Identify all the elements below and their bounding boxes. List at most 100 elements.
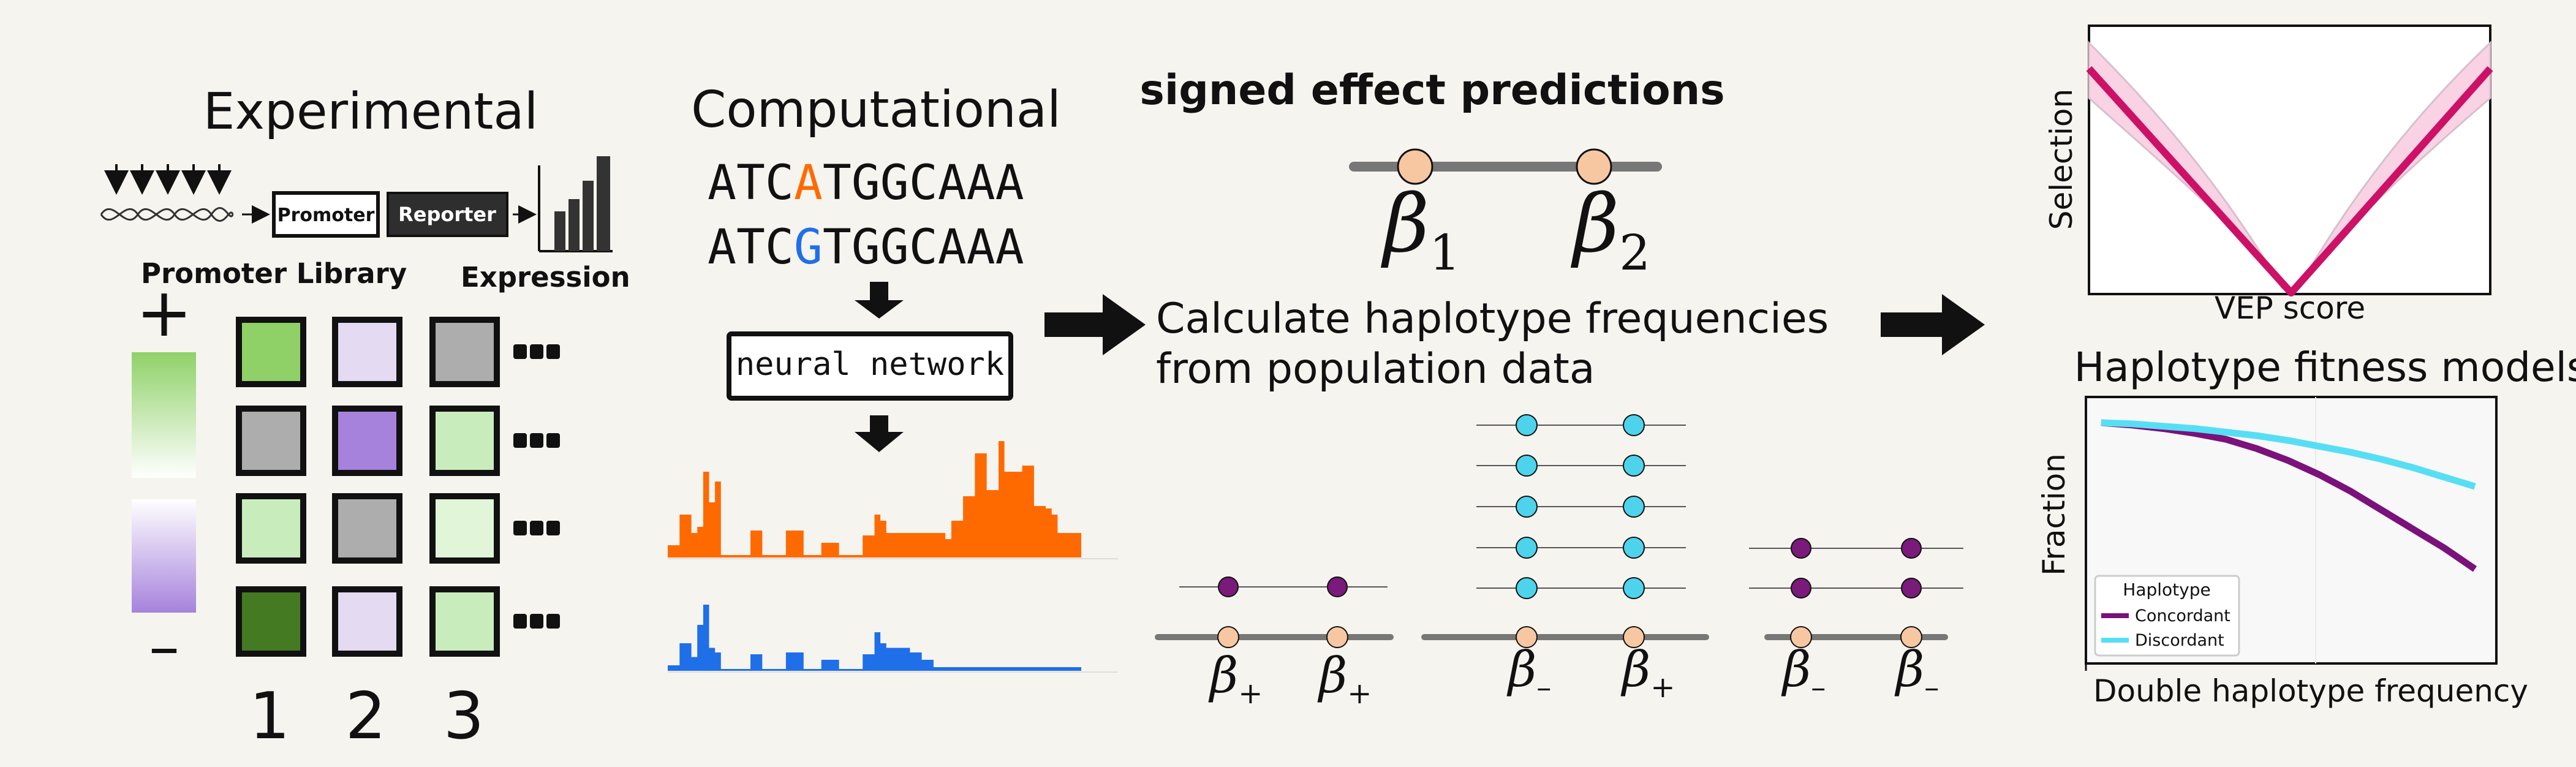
beta-plus-label-b: β+	[1317, 647, 1372, 711]
promoter-grid	[236, 317, 560, 657]
reference-sequence: ATCATGGCAAA	[708, 156, 1024, 211]
ellipsis-dot	[513, 344, 527, 359]
ellipsis-dot	[546, 614, 560, 629]
selection-xlabel: VEP score	[2215, 290, 2365, 326]
alternate-base: G	[794, 220, 823, 275]
experimental-title: Experimental	[203, 83, 538, 141]
promoter-box	[272, 191, 380, 238]
expression-label: Expression	[461, 261, 630, 293]
positive-scale	[132, 352, 196, 478]
selection-line	[2086, 66, 2493, 297]
mutation-arrows	[104, 164, 232, 195]
cyan-bead	[1623, 496, 1645, 518]
experimental-panel: Experimental Promoter Reporter	[100, 83, 630, 754]
cyan-bead	[1623, 577, 1645, 599]
fitness-xlabel: Double haplotype frequency	[2093, 673, 2528, 709]
legend-discordant: Discordant	[2135, 631, 2224, 650]
ellipsis-dot	[530, 521, 543, 535]
fitness-ylabel: Fraction	[2036, 453, 2072, 576]
arrow-down-icon	[855, 282, 904, 319]
promoter-label: Promoter	[278, 205, 375, 226]
library-cell	[236, 493, 306, 564]
fitness-series	[2101, 419, 2477, 572]
neural-network-label: neural network	[736, 346, 1004, 383]
haplotype-group-concordant-plus: β+ β+	[1155, 576, 1394, 711]
dna-helix-icon	[100, 207, 234, 222]
alternate-sequence: ATCGTGGCAAA	[708, 220, 1024, 275]
ellipsis-dot	[530, 344, 543, 359]
neural-network-box	[727, 331, 1013, 401]
reference-track	[668, 441, 1118, 559]
big-arrow-2	[1881, 294, 1985, 355]
promoter-library-label: Promoter Library	[141, 257, 407, 290]
beta-plus-label-a: β+	[1208, 647, 1263, 711]
ellipsis-dot	[513, 433, 527, 448]
ellipsis-dot	[546, 344, 560, 359]
beta1-bead	[1397, 148, 1433, 185]
cyan-bead	[1516, 577, 1538, 599]
plus-sign: +	[136, 273, 192, 352]
beta-1-label: β1	[1380, 177, 1460, 281]
library-cell	[429, 406, 500, 476]
selection-ylabel: Selection	[2044, 89, 2079, 230]
cyan-bead	[1623, 414, 1645, 436]
library-cell	[236, 317, 306, 387]
library-cell	[236, 586, 306, 657]
beta-2-label: β2	[1570, 177, 1650, 281]
track-signal	[668, 441, 1081, 557]
calculate-text-line1: Calculate haplotype frequencies	[1156, 295, 1829, 343]
column-number-3: 3	[444, 679, 485, 754]
haplotype-group-concordant-minus: β– β–	[1749, 538, 1963, 705]
alternate-track	[668, 605, 1118, 673]
signed-effect-panel: signed effect predictions β1 β2 Calculat…	[1139, 66, 1963, 711]
library-cell	[332, 317, 402, 387]
library-cell	[332, 586, 402, 657]
fitness-chart: Haplotype fitness models Haplotype Conco…	[2036, 344, 2576, 709]
computational-panel: Computational ATCATGGCAAA ATCGTGGCAAA ne…	[668, 81, 1118, 673]
beta-minus-label-a: β–	[1506, 641, 1551, 705]
ellipsis-dot	[513, 614, 527, 629]
selection-plot-frame	[2088, 25, 2491, 295]
library-cell	[332, 493, 402, 564]
library-cell	[429, 493, 500, 564]
cyan-bead	[1516, 414, 1538, 436]
ellipsis-dot	[546, 433, 560, 448]
library-cell	[332, 406, 402, 476]
signed-effect-title: signed effect predictions	[1139, 66, 1724, 115]
library-cell	[429, 317, 500, 387]
cyan-bead	[1623, 537, 1645, 559]
ellipsis-dot	[513, 521, 527, 535]
fitness-line-discordant	[2101, 419, 2476, 490]
library-cell	[429, 586, 500, 657]
big-arrow-1	[1044, 294, 1146, 355]
minus-sign: –	[149, 611, 179, 682]
cyan-bead	[1516, 496, 1538, 518]
beta2-bead	[1576, 148, 1612, 185]
ellipsis-dot	[530, 433, 543, 448]
cyan-bead	[1516, 537, 1538, 559]
beta-minus-label-c: β–	[1894, 641, 1939, 705]
expression-bars-icon	[538, 156, 613, 252]
selection-chart: VEP score Selection	[2044, 25, 2493, 326]
beta-plus-label-c: β+	[1620, 641, 1675, 705]
arrow-down-icon-2	[855, 415, 904, 452]
computational-title: Computational	[691, 81, 1061, 139]
negative-scale	[132, 499, 196, 613]
reference-base: A	[794, 156, 823, 211]
legend-title: Haplotype	[2123, 580, 2210, 600]
fitness-legend	[2094, 575, 2240, 657]
reporter-label: Reporter	[398, 203, 496, 226]
beta-minus-label-b: β–	[1781, 641, 1826, 705]
haplotype-group-discordant: β– β+	[1421, 414, 1709, 705]
reporter-box	[387, 192, 508, 237]
column-number-2: 2	[346, 679, 387, 754]
library-cell	[236, 406, 306, 476]
ellipsis-dot	[546, 521, 560, 535]
ellipsis-dot	[530, 614, 543, 629]
column-number-1: 1	[249, 679, 290, 754]
calculate-text-line2: from population data	[1156, 345, 1595, 393]
cyan-bead	[1623, 455, 1645, 477]
legend-concordant: Concordant	[2135, 606, 2230, 625]
track-signal	[668, 605, 1081, 671]
